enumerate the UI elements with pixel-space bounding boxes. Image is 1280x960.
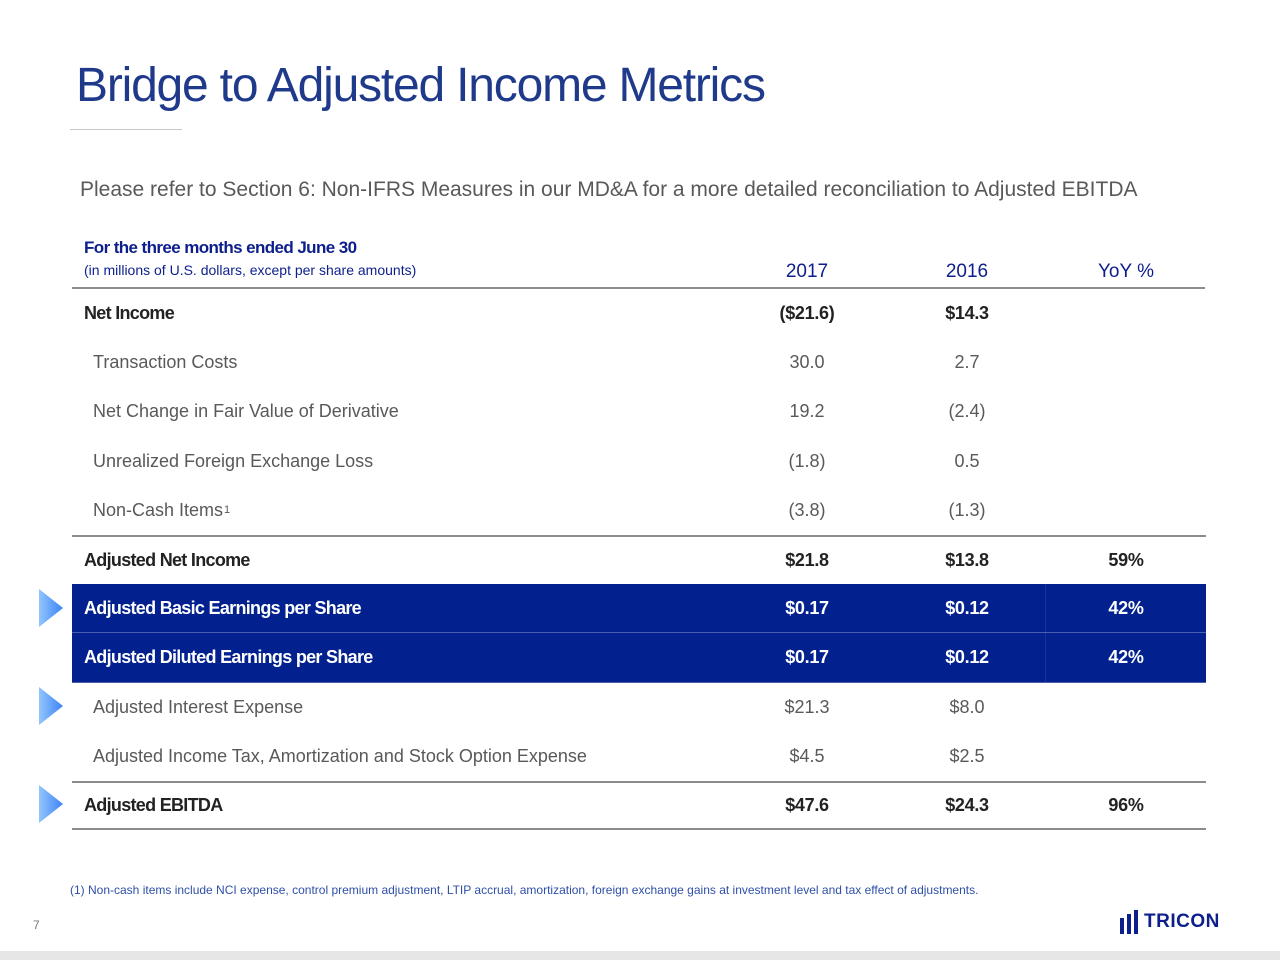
title-underline bbox=[70, 129, 182, 130]
row-label: Net Change in Fair Value of Derivative bbox=[93, 401, 399, 422]
value-2016: $8.0 bbox=[949, 696, 985, 717]
arrow-right-icon bbox=[39, 589, 63, 627]
page-number: 7 bbox=[33, 918, 40, 932]
table-row-adjusted-ebitda: Adjusted EBITDA $47.6 $24.3 96% bbox=[72, 780, 1206, 831]
value-2017: $21.3 bbox=[784, 696, 830, 717]
value-2017: ($21.6) bbox=[779, 303, 835, 324]
row-label-wrap: Non-Cash Items 1 bbox=[93, 499, 231, 520]
value-yoy bbox=[1066, 289, 1186, 338]
value-2017: $47.6 bbox=[785, 794, 829, 815]
column-header-2016: 2016 bbox=[945, 261, 989, 282]
row-label: Non-Cash Items bbox=[93, 499, 224, 520]
table-row-adjusted-basic-eps: Adjusted Basic Earnings per Share $0.17 … bbox=[72, 584, 1206, 634]
value-2017: 19.2 bbox=[789, 401, 825, 422]
value-2016: (1.3) bbox=[948, 499, 986, 520]
value-2017: $0.17 bbox=[785, 597, 829, 618]
table-units-note: (in millions of U.S. dollars, except per… bbox=[84, 262, 417, 278]
value-yoy bbox=[1066, 683, 1186, 732]
value-2017: 30.0 bbox=[789, 352, 825, 373]
value-yoy: 96% bbox=[1108, 794, 1144, 815]
table-row-adjusted-net-income: Adjusted Net Income $21.8 $13.8 59% bbox=[72, 534, 1206, 584]
table-row-transaction-costs: Transaction Costs 30.0 2.7 bbox=[72, 338, 1206, 387]
value-yoy: 42% bbox=[1108, 646, 1144, 667]
value-yoy: 59% bbox=[1108, 550, 1144, 571]
arrow-right-icon bbox=[39, 687, 63, 725]
value-2016: $14.3 bbox=[945, 303, 989, 324]
table-row-fx-loss: Unrealized Foreign Exchange Loss (1.8) 0… bbox=[72, 437, 1206, 486]
value-yoy bbox=[1066, 486, 1186, 535]
header-divider bbox=[72, 287, 1205, 289]
row-label: Unrealized Foreign Exchange Loss bbox=[93, 450, 374, 471]
value-2016: $0.12 bbox=[945, 597, 989, 618]
footer-strip bbox=[0, 951, 1280, 960]
value-2017: (3.8) bbox=[788, 499, 826, 520]
value-2017: $0.17 bbox=[785, 646, 829, 667]
value-yoy bbox=[1066, 732, 1186, 781]
table-row-non-cash-items: Non-Cash Items 1 (3.8) (1.3) bbox=[72, 486, 1206, 535]
table-row-derivative: Net Change in Fair Value of Derivative 1… bbox=[72, 387, 1206, 436]
value-2016: $2.5 bbox=[949, 745, 985, 766]
income-metrics-table: Net Income ($21.6) $14.3 Transaction Cos… bbox=[72, 289, 1206, 831]
value-2016: 0.5 bbox=[954, 450, 980, 471]
value-2017: $4.5 bbox=[789, 745, 825, 766]
tricon-logo: TRICON bbox=[1120, 910, 1220, 934]
row-label: Adjusted Interest Expense bbox=[93, 696, 304, 717]
row-label: Adjusted Diluted Earnings per Share bbox=[84, 646, 373, 667]
value-yoy: 42% bbox=[1108, 597, 1144, 618]
value-2016: 2.7 bbox=[954, 352, 980, 373]
value-2017: $21.8 bbox=[785, 550, 829, 571]
value-2017: (1.8) bbox=[788, 450, 826, 471]
cell-divider bbox=[1045, 584, 1046, 633]
row-label: Transaction Costs bbox=[93, 352, 238, 373]
value-2016: $13.8 bbox=[945, 550, 989, 571]
value-yoy bbox=[1066, 387, 1186, 436]
row-label: Adjusted Net Income bbox=[84, 550, 250, 571]
table-row-adjusted-interest-expense: Adjusted Interest Expense $21.3 $8.0 bbox=[72, 683, 1206, 732]
cell-divider bbox=[1045, 633, 1046, 682]
table-period-heading: For the three months ended June 30 bbox=[84, 238, 357, 257]
row-label: Adjusted Basic Earnings per Share bbox=[84, 597, 362, 618]
value-2016: $24.3 bbox=[945, 794, 989, 815]
table-row-net-income: Net Income ($21.6) $14.3 bbox=[72, 289, 1206, 338]
column-header-yoy: YoY % bbox=[1098, 261, 1154, 282]
subtitle: Please refer to Section 6: Non-IFRS Meas… bbox=[80, 178, 1138, 201]
logo-text: TRICON bbox=[1144, 911, 1220, 932]
page-title: Bridge to Adjusted Income Metrics bbox=[76, 59, 766, 112]
value-2016: (2.4) bbox=[948, 401, 986, 422]
column-header-2017: 2017 bbox=[785, 261, 829, 282]
table-row-tax-amortization: Adjusted Income Tax, Amortization and St… bbox=[72, 732, 1206, 781]
value-yoy bbox=[1066, 338, 1186, 387]
value-yoy bbox=[1066, 437, 1186, 486]
value-2016: $0.12 bbox=[945, 646, 989, 667]
footnote: (1) Non-cash items include NCI expense, … bbox=[70, 883, 979, 897]
row-label: Adjusted EBITDA bbox=[84, 794, 223, 815]
row-label: Adjusted Income Tax, Amortization and St… bbox=[93, 745, 587, 766]
tricon-bars-icon bbox=[1120, 910, 1138, 934]
row-label: Net Income bbox=[84, 303, 175, 324]
table-row-adjusted-diluted-eps: Adjusted Diluted Earnings per Share $0.1… bbox=[72, 633, 1206, 683]
arrow-right-icon bbox=[39, 785, 63, 823]
